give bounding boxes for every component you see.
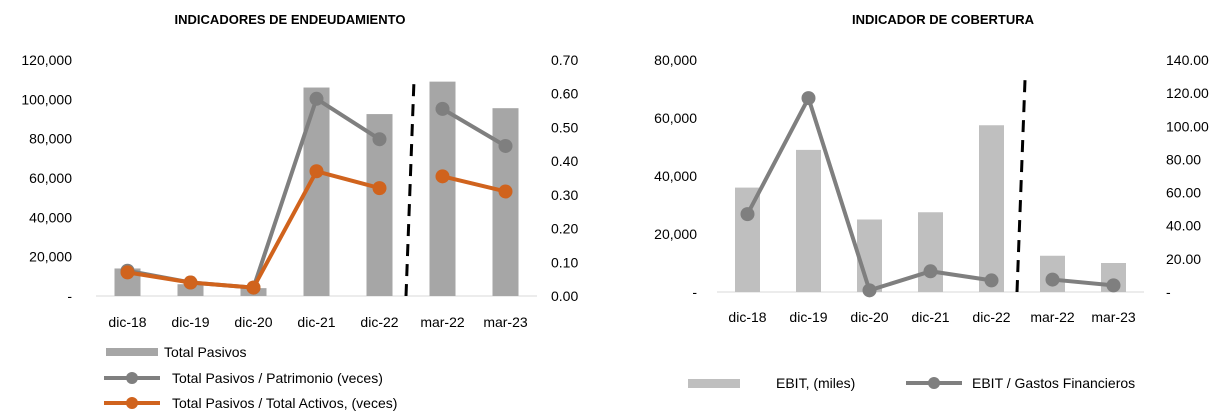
series-point bbox=[309, 164, 324, 179]
series-point bbox=[372, 181, 387, 196]
chart-legend: EBIT, (miles) EBIT / Gastos Financieros bbox=[688, 375, 1135, 391]
legend-label: Total Pasivos / Patrimonio (veces) bbox=[172, 370, 383, 386]
y-right-tick-label: 0.00 bbox=[551, 288, 578, 304]
series-point bbox=[435, 169, 450, 184]
y-left-tick-label: 60,000 bbox=[29, 170, 72, 186]
series-point bbox=[1106, 278, 1121, 293]
y-left-tick-label: 120,000 bbox=[21, 52, 72, 68]
y-right-tick-label: 0.50 bbox=[551, 119, 578, 135]
series-point bbox=[862, 283, 877, 298]
x-tick-label: dic-22 bbox=[972, 309, 1010, 325]
legend-label: EBIT, (miles) bbox=[776, 375, 855, 391]
chart-legend: Total Pasivos Total Pasivos / Patrimonio… bbox=[104, 344, 397, 411]
x-tick-label: dic-19 bbox=[171, 314, 209, 330]
series-line bbox=[1052, 277, 1114, 288]
x-tick-label: dic-20 bbox=[234, 314, 272, 330]
series-point bbox=[740, 207, 755, 222]
chart-title: INDICADOR DE COBERTURA bbox=[852, 12, 1035, 27]
bar bbox=[735, 187, 760, 292]
series-line bbox=[441, 107, 507, 148]
period-divider bbox=[1015, 79, 1027, 293]
y-right-tick-label: 0.70 bbox=[551, 52, 578, 68]
period-divider bbox=[404, 79, 416, 297]
series-point bbox=[435, 101, 450, 116]
bar bbox=[857, 219, 882, 292]
legend-label: Total Pasivos / Total Activos, (veces) bbox=[172, 395, 397, 411]
series-point bbox=[183, 275, 198, 290]
chart-endeudamiento: INDICADORES DE ENDEUDAMIENTO - 20,000 40,0… bbox=[21, 12, 578, 411]
bar bbox=[492, 108, 519, 296]
y-right-tick-label: 80.00 bbox=[1166, 151, 1201, 167]
x-tick-label: dic-21 bbox=[911, 309, 949, 325]
x-tick-label: dic-22 bbox=[360, 314, 398, 330]
y-left-tick-label: - bbox=[692, 284, 697, 300]
legend-marker-activos bbox=[126, 397, 138, 409]
y-right-tick-label: 120.00 bbox=[1166, 85, 1209, 101]
y-left-tick-label: 40,000 bbox=[654, 168, 697, 184]
series-point bbox=[309, 91, 324, 106]
y-right-tick-label: 0.10 bbox=[551, 254, 578, 270]
series-line bbox=[127, 169, 381, 290]
y-left-tick-label: 60,000 bbox=[654, 110, 697, 126]
y-left-tick-label: 40,000 bbox=[29, 209, 72, 225]
series-point bbox=[498, 138, 513, 153]
bar bbox=[429, 81, 456, 296]
x-tick-label: mar-22 bbox=[420, 314, 465, 330]
y-left-tick-label: 80,000 bbox=[29, 131, 72, 147]
series-point bbox=[1045, 272, 1060, 287]
y-right-tick-label: 0.40 bbox=[551, 153, 578, 169]
y-left-tick-label: 20,000 bbox=[654, 226, 697, 242]
bar bbox=[918, 212, 943, 292]
x-tick-label: dic-19 bbox=[789, 309, 827, 325]
x-tick-label: dic-18 bbox=[728, 309, 766, 325]
chart-cobertura: INDICADOR DE COBERTURA - 20,000 40,000 60,0… bbox=[654, 12, 1209, 391]
series-point bbox=[801, 91, 816, 106]
series-point bbox=[372, 132, 387, 147]
y-right-tick-label: 40.00 bbox=[1166, 218, 1201, 234]
y-right-tick-label: 0.20 bbox=[551, 221, 578, 237]
x-tick-label: mar-23 bbox=[483, 314, 528, 330]
y-right-tick-label: 20.00 bbox=[1166, 251, 1201, 267]
x-tick-label: mar-22 bbox=[1030, 309, 1075, 325]
legend-swatch-ebit bbox=[688, 379, 740, 388]
series-line bbox=[442, 174, 506, 194]
bar bbox=[979, 125, 1004, 292]
x-tick-label: dic-21 bbox=[297, 314, 335, 330]
y-left-tick-label: - bbox=[67, 288, 72, 304]
y-right-tick-label: 0.60 bbox=[551, 86, 578, 102]
series-point bbox=[498, 184, 513, 199]
legend-swatch-total-pasivos bbox=[106, 348, 158, 356]
y-left-tick-label: 20,000 bbox=[29, 249, 72, 265]
y-right-tick-label: - bbox=[1166, 284, 1171, 300]
series-line bbox=[127, 96, 381, 290]
x-tick-label: mar-23 bbox=[1091, 309, 1136, 325]
legend-label: EBIT / Gastos Financieros bbox=[972, 375, 1135, 391]
y-right-tick-label: 0.30 bbox=[551, 187, 578, 203]
y-left-tick-label: 80,000 bbox=[654, 52, 697, 68]
y-right-tick-label: 60.00 bbox=[1166, 185, 1201, 201]
bar bbox=[796, 149, 821, 292]
series-point bbox=[984, 273, 999, 288]
series-point bbox=[246, 280, 261, 295]
y-right-tick-label: 140.00 bbox=[1166, 52, 1209, 68]
x-tick-label: dic-18 bbox=[108, 314, 146, 330]
chart-title: INDICADORES DE ENDEUDAMIENTO bbox=[175, 12, 406, 27]
y-right-tick-label: 100.00 bbox=[1166, 118, 1209, 134]
legend-label: Total Pasivos bbox=[164, 344, 246, 360]
y-left-tick-label: 100,000 bbox=[21, 91, 72, 107]
series-point bbox=[923, 264, 938, 279]
x-tick-label: dic-20 bbox=[850, 309, 888, 325]
legend-marker-ebit-gastos bbox=[928, 377, 940, 389]
series-point bbox=[120, 265, 135, 280]
bar bbox=[177, 284, 204, 296]
legend-marker-patrimonio bbox=[126, 372, 138, 384]
